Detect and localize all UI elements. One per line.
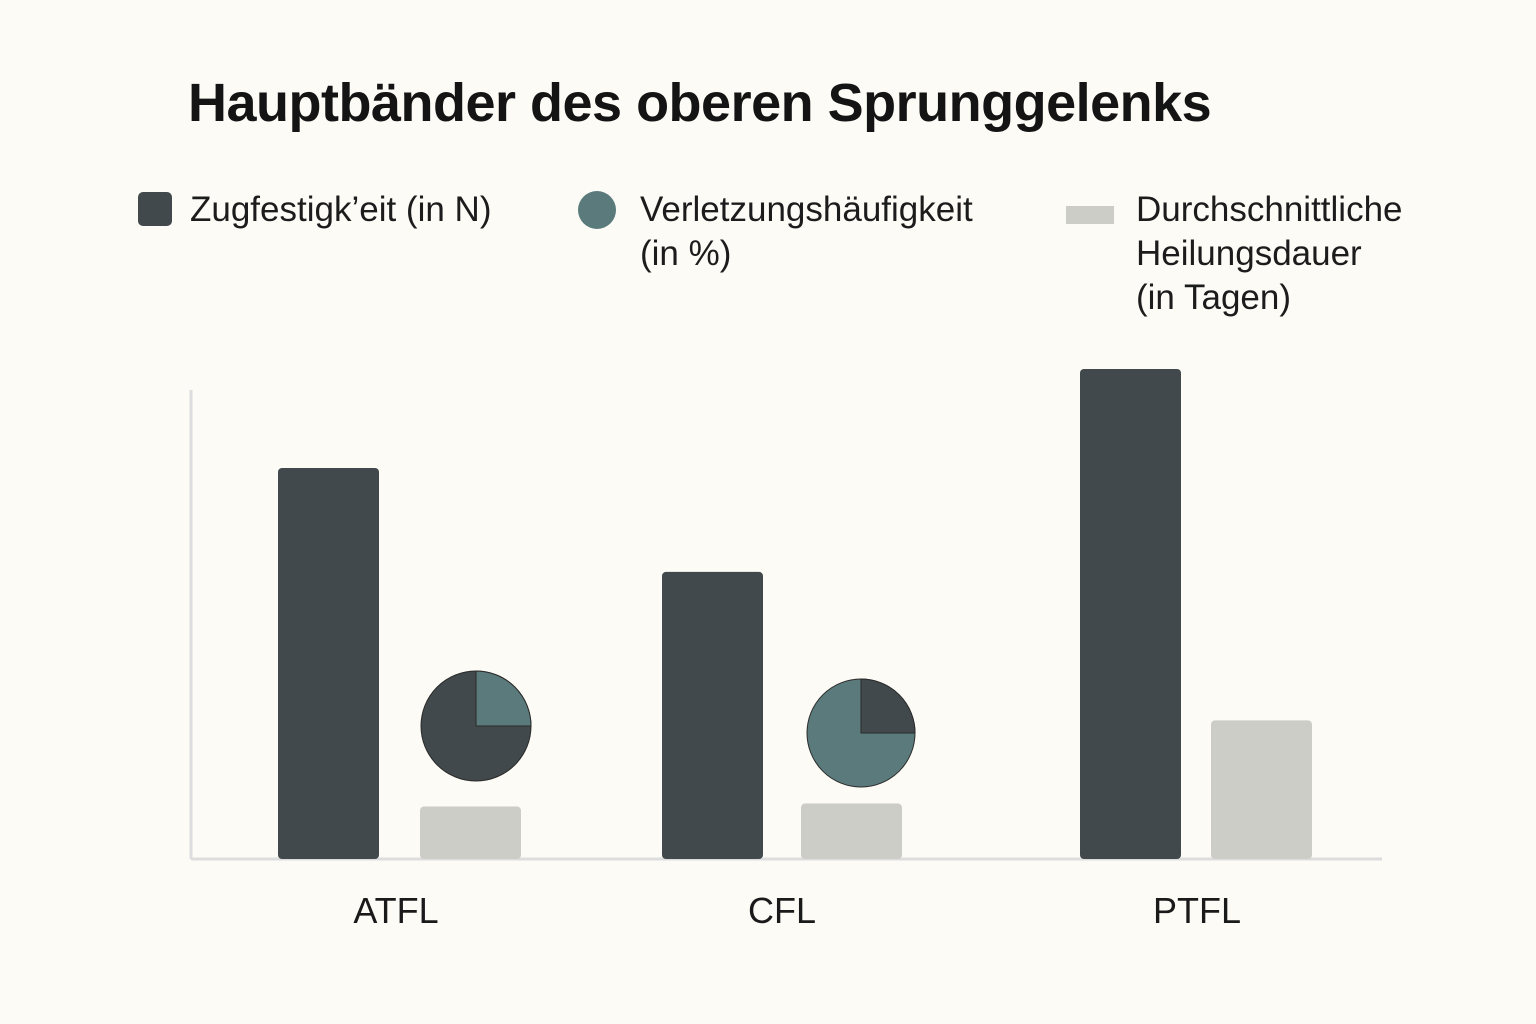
legend-label-healing: Durchschnittliche Heilungsdauer (in Tage…	[1136, 190, 1403, 317]
bar-strength-cfl	[662, 571, 763, 859]
legend-label-strength: Zugfestigk’eit (in N)	[190, 190, 492, 229]
bar-healing-cfl	[801, 803, 902, 859]
x-tick-label-cfl: CFL	[748, 890, 816, 931]
legend-item-strength: Zugfestigk’eit (in N)	[138, 188, 491, 232]
legend-item-healing: Durchschnittliche Heilungsdauer (in Tage…	[1066, 188, 1403, 320]
pie-slice-atfl	[475, 670, 532, 727]
bar-healing-atfl	[420, 806, 521, 859]
bar-strength-atfl	[278, 467, 379, 859]
bar-healing-ptfl	[1211, 720, 1312, 859]
pie-slice-cfl	[860, 678, 916, 734]
legend-item-injury: Verletzungshäufigkeit (in %)	[578, 188, 973, 276]
chart-title: Hauptbänder des oberen Sprunggelenks	[188, 73, 1212, 133]
legend-swatch-strength	[138, 192, 172, 226]
x-tick-label-atfl: ATFL	[353, 890, 438, 931]
x-tick-label-ptfl: PTFL	[1153, 890, 1241, 931]
legend-swatch-injury	[578, 191, 616, 229]
legend-swatch-healing	[1066, 206, 1114, 224]
legend-label-injury: Verletzungshäufigkeit (in %)	[640, 190, 973, 273]
bar-strength-ptfl	[1080, 368, 1181, 859]
